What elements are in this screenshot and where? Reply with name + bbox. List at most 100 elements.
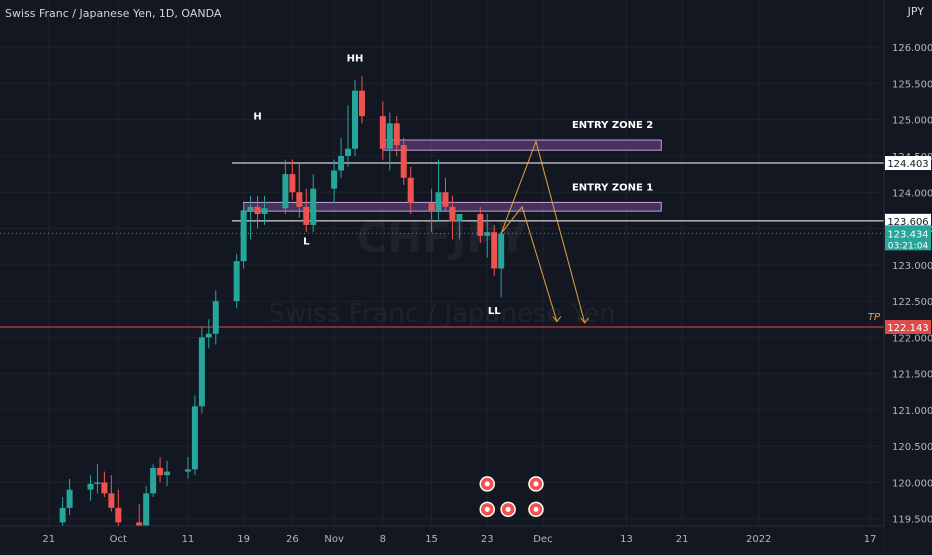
event-marker-dot [505,506,511,512]
event-marker-dot [533,481,539,487]
candle-body [261,208,268,215]
candle-body [358,90,365,117]
price-tick-label: 125.000 [892,116,932,127]
time-tick-label: 21 [42,534,55,545]
candle-body [303,206,310,225]
level-price-tag-bg [885,156,931,171]
price-tick-label: 124.000 [892,188,932,199]
candle-body [254,206,261,215]
price-tick-label: 120.500 [892,442,932,453]
candle-body [150,467,157,494]
level-price-tag: 123.606 [887,217,928,228]
currency-label: JPY [907,5,924,18]
time-axis[interactable]: 21 Oct 11 19 26 Nov 8 15 23 Dec 13 21 2022 17 [0,525,884,550]
entry-zone-label: ENTRY ZONE 1 [572,182,653,193]
candle-body [59,507,66,523]
candle-body [393,123,400,146]
time-tick-label: 8 [380,534,386,545]
time-tick-label: 13 [620,534,633,545]
entry-zone-1 [382,139,662,151]
candle-body [247,206,254,211]
projection-paths [500,139,590,324]
swing-label: H [253,112,261,123]
swing-label: L [303,236,310,247]
candle-body [310,188,317,225]
candle-body [282,174,289,209]
last-price-tag: 123.434 [887,229,928,240]
time-tick-label: Dec [533,534,552,545]
candle-body [184,469,191,472]
price-tick-label: 125.500 [892,79,932,90]
projection-path [500,139,586,323]
candle-body [338,155,345,171]
projection-arrowhead [552,316,562,323]
level-price-tag-bg [885,213,931,228]
price-tick-label: 121.000 [892,406,932,417]
candle-body [205,333,212,338]
candle-body [386,123,393,149]
take-profit-price-tag: 122.143 [887,323,928,334]
time-tick-label: Oct [110,534,127,545]
price-tick-label: 119.500 [892,515,932,526]
candle-body [351,90,358,149]
candle-body [143,493,150,530]
event-marker-dot [484,481,490,487]
projection-path [500,205,558,322]
price-tick-label: 121.500 [892,370,932,381]
candle-body [477,214,484,236]
candle-body [115,507,122,523]
time-tick-label: 15 [425,534,438,545]
candle-body [491,232,498,269]
candle-body [428,203,435,211]
candle-body [212,301,219,334]
projection-arrowhead [580,317,590,324]
candle-body [435,192,442,211]
candle-body [456,214,463,222]
entry-zone-label: ENTRY ZONE 2 [572,120,653,131]
time-tick-label: 19 [237,534,250,545]
price-tick-label: 122.500 [892,297,932,308]
candle-body [331,170,338,189]
candle-body [379,116,386,149]
price-tick-label: 122.000 [892,333,932,344]
swing-label: LL [488,306,501,317]
candle-body [296,192,303,207]
time-tick-label: 21 [676,534,689,545]
take-profit-tag: TP [868,312,881,323]
candle-body [101,482,108,494]
candle-body [94,482,101,484]
candle-body [164,471,171,476]
candle-body [407,177,414,204]
watermark-name: Swiss Franc / Japanese Yen [268,299,615,329]
level-price-tag: 124.403 [887,159,928,170]
time-axis-bg [0,526,884,550]
candle-body [240,210,247,262]
candle-body [233,261,240,302]
candles [59,76,505,537]
candle-body [157,467,164,476]
take-profit-price-tag-bg [885,319,931,334]
price-tick-label: 120.000 [892,478,932,489]
time-tick-label: 23 [481,534,494,545]
time-tick-label: 26 [286,534,299,545]
candle-body [87,483,94,490]
countdown-tag: 03:21:04 [888,241,929,251]
candle-body [449,206,456,222]
candle-body [484,232,491,236]
event-marker-dot [484,506,490,512]
chart-title: Swiss Franc / Japanese Yen, 1D, OANDA [5,7,222,20]
price-axis[interactable]: 119.500 120.000 120.500 121.000 121.500 122.0… [883,0,932,550]
candle-body [66,489,73,508]
candle-body [191,406,198,470]
candle-body [400,145,407,178]
price-tick-label: 123.000 [892,261,932,272]
candle-body [345,148,352,156]
price-tick-label: 126.000 [892,43,932,54]
event-marker-dot [533,506,539,512]
candle-body [498,233,505,269]
last-price-tag-bg [885,225,931,251]
time-tick-label: 17 [864,534,877,545]
